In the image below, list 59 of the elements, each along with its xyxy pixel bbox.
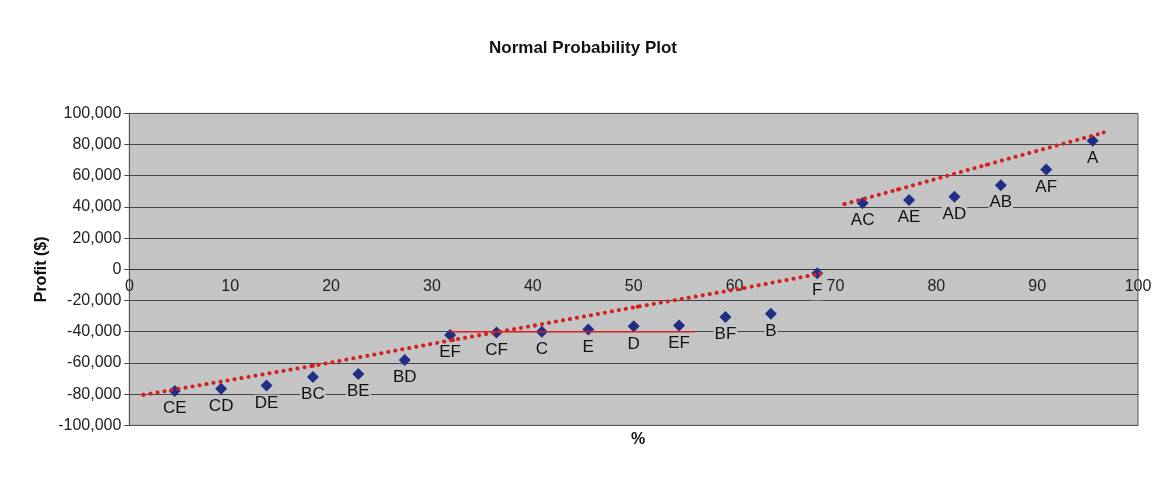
x-tick-label: 20: [322, 277, 341, 295]
point: [994, 179, 1007, 192]
annotation: CE: [162, 398, 187, 418]
annotation: BE: [346, 381, 370, 401]
x-tick-label: 30: [423, 277, 441, 295]
annotation: CD: [208, 395, 234, 415]
annotation: BF: [714, 324, 737, 344]
point: [1040, 163, 1053, 176]
y-tick-label: -40,000: [67, 322, 122, 340]
annotation: DE: [254, 392, 279, 412]
x-tick-label: 10: [221, 277, 240, 295]
point: [627, 320, 640, 333]
annotation: AC: [850, 210, 875, 230]
annotation: C: [535, 338, 549, 358]
annotation: EF: [439, 342, 461, 362]
point: [215, 382, 228, 395]
point: [764, 307, 777, 320]
point: [856, 197, 869, 210]
annotation: BD: [392, 367, 417, 387]
x-tick-label: 90: [1028, 277, 1047, 295]
x-tick-label: 80: [927, 277, 946, 295]
point: [903, 193, 916, 206]
annotation: EF: [668, 332, 690, 352]
y-tick-label: 20,000: [72, 228, 122, 246]
point: [673, 319, 686, 332]
y-tick-label: -100,000: [58, 415, 122, 433]
annotation: AF: [1035, 176, 1058, 196]
y-tick-label: -20,000: [67, 291, 122, 309]
y-tick-label: -80,000: [67, 384, 122, 402]
annotation: E: [582, 336, 594, 356]
x-tick-label: 100: [1124, 277, 1152, 295]
point: [306, 371, 319, 384]
annotation: AE: [897, 207, 921, 227]
annotation: CF: [485, 339, 508, 359]
x-tick-label: 50: [624, 277, 643, 295]
point: [398, 353, 411, 366]
y-tick-label: 40,000: [72, 197, 122, 215]
annotation: AD: [942, 204, 967, 224]
y-tick-label: -60,000: [67, 353, 122, 371]
annotation: D: [627, 333, 640, 353]
point: [352, 367, 365, 380]
annotation: BC: [301, 384, 325, 404]
y-tick-label: 0: [112, 259, 122, 277]
annotation: B: [765, 321, 777, 341]
point: [948, 190, 961, 203]
x-tick-label: 70: [826, 277, 845, 295]
annotation: F: [812, 280, 823, 300]
point: [719, 310, 732, 323]
y-tick-label: 100,000: [63, 103, 122, 121]
point: [260, 379, 273, 392]
x-tick-label: 40: [523, 277, 542, 295]
y-tick-label: 80,000: [72, 135, 122, 153]
y-axis-title: Profit ($): [32, 236, 50, 303]
x-axis-title: %: [630, 430, 646, 447]
chart-title: Normal Probability Plot: [489, 37, 678, 57]
point: [1086, 134, 1099, 147]
annotation: AB: [989, 192, 1013, 212]
y-tick-label: 60,000: [72, 166, 122, 184]
annotation: A: [1086, 147, 1099, 167]
